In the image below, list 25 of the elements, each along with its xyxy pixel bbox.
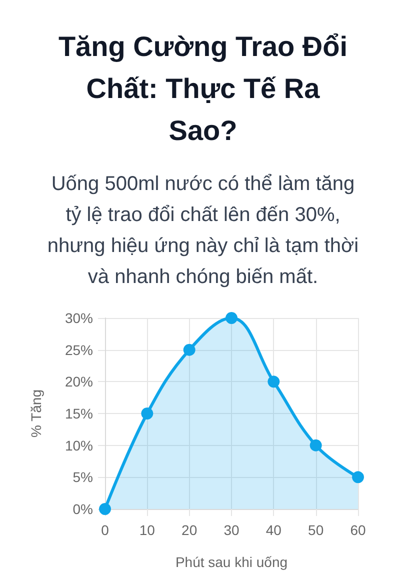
x-tick-label: 20: [182, 522, 198, 538]
x-tick-label: 30: [224, 522, 240, 538]
x-axis-title: Phút sau khi uống: [175, 554, 288, 570]
point: [268, 376, 280, 388]
point: [352, 471, 364, 484]
point: [141, 408, 154, 420]
y-tick-label: 30%: [64, 310, 93, 326]
y-tick-label: 20%: [64, 374, 93, 390]
y-tick-label: 5%: [72, 469, 93, 486]
x-tick-label: 10: [139, 522, 156, 538]
chart-title: Tăng Cường Trao Đổi Chất: Thực Tế Ra Sao?: [57, 30, 349, 148]
y-tick-label: 25%: [64, 342, 93, 358]
x-tick-label: 40: [266, 522, 282, 538]
x-tick-label: 50: [308, 522, 324, 538]
point: [310, 439, 322, 452]
x-tick-label: 60: [350, 522, 366, 538]
point: [183, 344, 196, 356]
y-tick-label: 10%: [64, 437, 93, 454]
point: [99, 503, 111, 515]
y-tick-label: 0%: [72, 501, 93, 517]
x-tick-label: 0: [101, 522, 110, 538]
point: [226, 312, 238, 324]
y-tick-label: 15%: [64, 406, 93, 422]
y-axis-title: % Tăng: [28, 390, 44, 438]
chart-subtitle: Uống 500ml nước có thể làm tăng tỷ lệ trao đổi chất lên đến 30%, nhưng hiệu ứng này chỉ là tạm thời và nhanh chóng biến mất.: [46, 172, 360, 290]
